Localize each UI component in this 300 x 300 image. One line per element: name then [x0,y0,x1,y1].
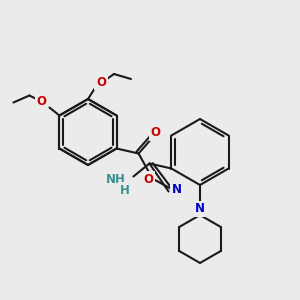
Text: H: H [119,184,129,197]
Text: N: N [195,202,205,215]
Text: O: O [36,95,46,108]
Text: N: N [172,183,182,196]
Text: O: O [96,76,106,88]
Text: O: O [151,126,160,139]
Text: O: O [144,173,154,186]
Text: NH: NH [106,173,125,186]
